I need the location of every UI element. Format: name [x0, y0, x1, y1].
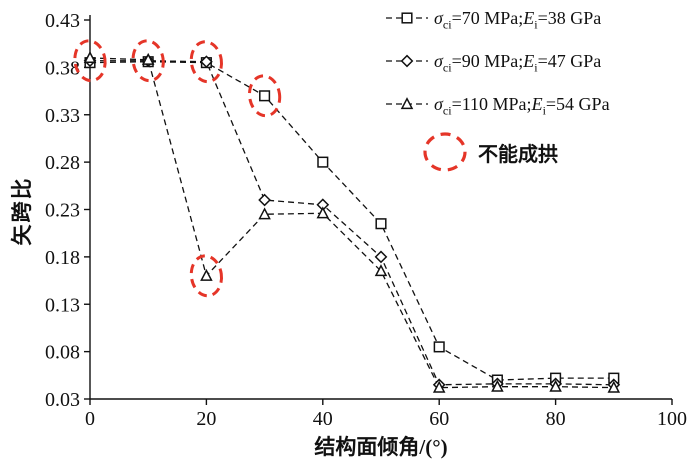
- sigma-symbol: σ: [434, 50, 443, 71]
- legend-marker-diamond-icon: [386, 54, 428, 68]
- sigma-subscript: ci: [442, 103, 452, 118]
- svg-text:80: 80: [546, 408, 566, 430]
- legend-label-series3: σci=110 MPa;Ei=54 GPa: [434, 93, 610, 118]
- E-symbol: E: [523, 50, 535, 71]
- svg-text:0.23: 0.23: [45, 200, 80, 222]
- legend-item-annotation: 不能成拱: [384, 131, 696, 173]
- legend-label-series2: σci=90 MPa;Ei=47 GPa: [434, 50, 602, 75]
- legend-marker-square-icon: [386, 12, 428, 24]
- svg-text:0.33: 0.33: [45, 105, 80, 127]
- E-value: =47 GPa: [537, 50, 602, 71]
- sigma-symbol: σ: [434, 93, 443, 114]
- svg-text:20: 20: [196, 408, 216, 430]
- E-value: =54 GPa: [545, 93, 610, 114]
- E-subscript: i: [542, 103, 546, 118]
- svg-text:60: 60: [429, 408, 449, 430]
- svg-text:40: 40: [313, 408, 333, 430]
- legend-item-series1: σci=70 MPa;Ei=38 GPa: [384, 6, 696, 30]
- svg-text:0.28: 0.28: [45, 152, 80, 174]
- legend-label-series1: σci=70 MPa;Ei=38 GPa: [434, 7, 602, 32]
- svg-text:0.13: 0.13: [45, 294, 80, 316]
- sigma-value: =90 MPa;: [451, 50, 524, 71]
- legend-marker-triangle-icon: [386, 97, 428, 110]
- svg-text:0.18: 0.18: [45, 247, 80, 269]
- E-symbol: E: [531, 93, 543, 114]
- sigma-value: =110 MPa;: [451, 93, 532, 114]
- E-subscript: i: [534, 17, 538, 32]
- E-symbol: E: [523, 7, 535, 28]
- E-value: =38 GPa: [537, 7, 602, 28]
- sigma-subscript: ci: [442, 17, 452, 32]
- legend: σci=70 MPa;Ei=38 GPa σci=90 MPa;Ei=47 GP…: [384, 6, 696, 192]
- svg-text:0: 0: [85, 408, 95, 430]
- svg-text:100: 100: [657, 408, 687, 430]
- annotation-label: 不能成拱: [478, 143, 558, 166]
- svg-text:0.03: 0.03: [45, 389, 80, 411]
- sigma-subscript: ci: [442, 60, 452, 75]
- sigma-value: =70 MPa;: [451, 7, 524, 28]
- svg-text:0.43: 0.43: [45, 10, 80, 32]
- sigma-symbol: σ: [434, 7, 443, 28]
- legend-item-series2: σci=90 MPa;Ei=47 GPa: [384, 49, 696, 73]
- y-axis-title: 矢跨比: [10, 176, 34, 246]
- legend-item-series3: σci=110 MPa;Ei=54 GPa: [384, 92, 696, 116]
- red-dashed-circle-icon: [423, 132, 467, 172]
- svg-text:0.08: 0.08: [45, 342, 80, 364]
- E-subscript: i: [534, 60, 538, 75]
- svg-text:0.38: 0.38: [45, 57, 80, 79]
- x-axis-title: 结构面倾角/(°): [314, 435, 448, 459]
